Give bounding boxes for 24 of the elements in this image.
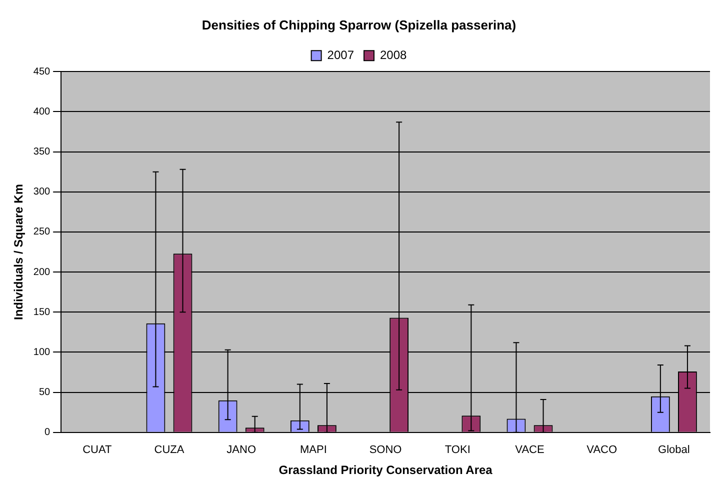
x-tick-label: JANO	[226, 444, 256, 456]
x-tick-label: VACO	[586, 444, 618, 456]
y-tick-label: 300	[33, 186, 51, 198]
y-tick-label: 450	[33, 66, 51, 78]
x-tick-label: CUAT	[82, 444, 112, 456]
y-tick-label: 400	[33, 106, 51, 118]
y-tick-label: 250	[33, 226, 51, 238]
x-tick-label: CUZA	[154, 444, 185, 456]
y-axis-title: Individuals / Square Km	[12, 184, 26, 320]
x-tick-label: SONO	[369, 444, 402, 456]
y-tick-label: 350	[33, 146, 51, 158]
legend-label: 2007	[327, 48, 354, 62]
y-tick-label: 100	[33, 346, 51, 358]
y-tick-label: 150	[33, 306, 51, 318]
legend-label: 2008	[380, 48, 408, 62]
chart-title: Densities of Chipping Sparrow (Spizella passerina)	[202, 17, 516, 32]
x-axis-title: Grassland Priority Conservation Area	[278, 463, 493, 478]
x-tick-label: Global	[658, 444, 690, 456]
y-tick-label: 200	[33, 266, 51, 278]
x-tick-label: MAPI	[300, 444, 327, 456]
y-tick-label: 50	[38, 387, 51, 398]
y-tick-label: 0	[44, 427, 51, 438]
x-tick-label: TOKI	[444, 444, 470, 456]
x-tick-label: VACE	[515, 444, 544, 456]
